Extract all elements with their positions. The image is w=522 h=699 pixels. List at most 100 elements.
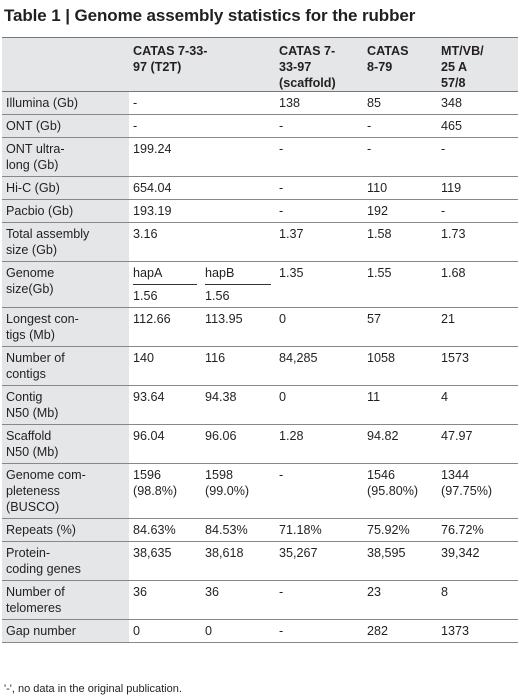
row-label: Genome size(Gb) xyxy=(2,261,129,308)
table-cell: - xyxy=(279,624,284,638)
table-row: Genome com-pleteness (BUSCO) 1596 (98.8%) 15… xyxy=(2,463,518,519)
table-cell: 199.24 xyxy=(133,142,172,156)
table-row: Total assembly size (Gb) 3.16 1.37 1.58 1.73 xyxy=(2,222,518,262)
row-label: Hi-C (Gb) xyxy=(2,176,129,200)
table-cell: 36 xyxy=(133,585,148,599)
table-cell: 76.72% xyxy=(441,523,484,537)
table-cell: 39,342 xyxy=(441,546,480,560)
row-label: ONT ultra-long (Gb) xyxy=(2,137,129,177)
table-cell: 23 xyxy=(367,585,382,599)
row-label: Number of contigs xyxy=(2,346,129,386)
table-row: Protein-coding genes 38,635 38,618 35,267 38… xyxy=(2,541,518,581)
table-cell: 1.58 xyxy=(367,227,392,241)
table-cell: 96.04 xyxy=(133,429,165,443)
table-cell: 1.28 xyxy=(279,429,304,443)
table-cell xyxy=(201,177,275,200)
table-cell xyxy=(201,138,275,177)
table-cell: - xyxy=(441,142,446,156)
table-cell: 71.18% xyxy=(279,523,322,537)
table-row: ONT ultra-long (Gb) 199.24 - - - xyxy=(2,137,518,177)
table-cell: 35,267 xyxy=(279,546,318,560)
table-cell: - xyxy=(367,119,372,133)
table-row: Number of telomeres 36 36 - 23 8 xyxy=(2,580,518,620)
header-catas-8-79: CATAS 8-79 xyxy=(363,37,437,92)
table-cell: 1373 xyxy=(441,624,470,638)
table-title: Table 1 | Genome assembly statistics for… xyxy=(4,6,416,25)
table-cell: 96.06 xyxy=(205,429,237,443)
row-label: Repeats (%) xyxy=(2,518,129,542)
table-cell: 193.19 xyxy=(133,204,172,218)
table-cell: 1.35 xyxy=(279,266,304,280)
assembly-stats-table: CATAS 7-33- 97 (T2T) CATAS 7- 33-97 (sca… xyxy=(2,37,518,643)
table-cell: 1.73 xyxy=(441,227,466,241)
row-label: Illumina (Gb) xyxy=(2,91,129,115)
table-cell: 38,595 xyxy=(367,546,406,560)
table-cell: 140 xyxy=(133,351,155,365)
table-cell: - xyxy=(279,119,284,133)
table-cell: - xyxy=(279,468,284,482)
table-cell: 1598 (99.0%) xyxy=(205,468,250,498)
table-cell: 57 xyxy=(367,312,382,326)
table-cell: 138 xyxy=(279,96,301,110)
table-cell: 8 xyxy=(441,585,449,599)
table-cell xyxy=(201,223,275,262)
header-mt-vb-25a-57-8: MT/VB/ 25 A 57/8 xyxy=(437,37,518,92)
row-label: Number of telomeres xyxy=(2,580,129,620)
table-cell: 654.04 xyxy=(133,181,172,195)
table-cell: 110 xyxy=(367,181,388,195)
table-cell: 38,618 xyxy=(205,546,244,560)
row-label: Scaffold N50 (Mb) xyxy=(2,424,129,464)
table-cell: 84.63% xyxy=(133,523,176,537)
table-cell: 112.66 xyxy=(133,312,171,326)
table-footnote: '-', no data in the original publication… xyxy=(4,683,182,695)
table-cell: - xyxy=(279,585,284,599)
row-label: Total assembly size (Gb) xyxy=(2,222,129,262)
table-row: Number of contigs 140 116 84,285 1058 1573 xyxy=(2,346,518,386)
table-cell: - xyxy=(279,142,284,156)
row-label: Pacbio (Gb) xyxy=(2,199,129,223)
table-cell: 0 xyxy=(133,624,141,638)
header-label-cell xyxy=(2,37,129,92)
table-cell: 94.82 xyxy=(367,429,399,443)
table-cell: 116 xyxy=(205,351,226,365)
table-row: Pacbio (Gb) 193.19 - 192 - xyxy=(2,199,518,223)
table-row: Genome size(Gb) hapA 1.56 hapB 1.56 1.35 1.55 1.… xyxy=(2,261,518,308)
table-cell: 21 xyxy=(441,312,456,326)
row-label: ONT (Gb) xyxy=(2,114,129,138)
haplotype-a-cell: hapA 1.56 xyxy=(129,262,201,308)
table-cell: 84,285 xyxy=(279,351,318,365)
table-cell: - xyxy=(133,96,138,110)
table-cell: 119 xyxy=(441,181,462,195)
table-cell: 75.92% xyxy=(367,523,410,537)
table-cell: 192 xyxy=(367,204,389,218)
table-cell: 1546 (95.80%) xyxy=(367,468,419,498)
table-cell: - xyxy=(441,204,446,218)
table-cell xyxy=(201,200,275,223)
table-cell: - xyxy=(367,142,372,156)
table-row: Longest con-tigs (Mb) 112.66 113.95 0 57 21 xyxy=(2,307,518,347)
table-cell: 1344 (97.75%) xyxy=(441,468,493,498)
row-label: Protein-coding genes xyxy=(2,541,129,581)
table-cell: 1.55 xyxy=(367,266,392,280)
table-cell: 282 xyxy=(367,624,389,638)
table-cell: 84.53% xyxy=(205,523,248,537)
table-cell xyxy=(201,92,275,115)
table-cell: 1.37 xyxy=(279,227,304,241)
haplotype-b-cell: hapB 1.56 xyxy=(201,262,275,308)
table-cell: 113.95 xyxy=(205,312,243,326)
table-row: Contig N50 (Mb) 93.64 94.38 0 11 4 xyxy=(2,385,518,425)
table-cell: 348 xyxy=(441,96,463,110)
table-cell: 36 xyxy=(205,585,220,599)
table-cell: 38,635 xyxy=(133,546,172,560)
row-label: Longest con-tigs (Mb) xyxy=(2,307,129,347)
table-cell: - xyxy=(133,119,138,133)
header-catas-7-33-97-scaffold: CATAS 7- 33-97 (scaffold) xyxy=(275,37,363,92)
table-cell: 465 xyxy=(441,119,463,133)
table-cell: 47.97 xyxy=(441,429,473,443)
row-label: Contig N50 (Mb) xyxy=(2,385,129,425)
table-row: Gap number 0 0 - 282 1373 xyxy=(2,619,518,643)
table-cell: 4 xyxy=(441,390,449,404)
table-cell: 1.68 xyxy=(441,266,466,280)
row-label: Genome com-pleteness (BUSCO) xyxy=(2,463,129,519)
table-cell: 1573 xyxy=(441,351,470,365)
